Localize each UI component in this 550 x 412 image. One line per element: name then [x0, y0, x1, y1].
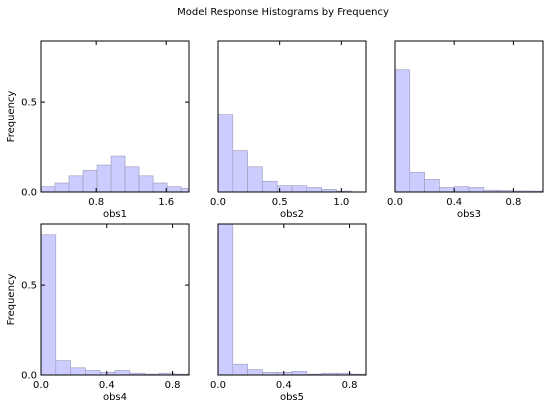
- x-tick-label: 0.8: [165, 380, 181, 391]
- y-axis-label: Frequency: [6, 274, 17, 326]
- histogram-bar: [138, 175, 154, 193]
- y-tick-label: 0.0: [21, 188, 37, 199]
- histogram-bar: [152, 182, 168, 193]
- x-tick-label: 0.0: [33, 380, 49, 391]
- histogram-bar: [68, 175, 84, 193]
- histogram-bar: [262, 180, 278, 193]
- plot-frame: [217, 40, 367, 193]
- histogram-panel-3: 0.0 0.4 0.8 obs3: [387, 40, 544, 220]
- histogram-bar: [232, 363, 248, 376]
- histogram-bar: [40, 234, 57, 376]
- x-axis-label: obs5: [280, 392, 304, 403]
- x-tick-label: 0.4: [276, 380, 292, 391]
- x-axis-label: obs2: [280, 209, 304, 220]
- histogram-bar: [424, 179, 440, 193]
- histogram-panel-5: 0.0 0.4 0.8 obs5: [210, 223, 367, 403]
- histogram-bar: [394, 69, 411, 193]
- x-tick-label: 0.0: [387, 197, 403, 208]
- y-tick-label: 0.5: [21, 281, 37, 292]
- x-tick-label: 1.0: [333, 197, 349, 208]
- x-tick-label: 0.8: [505, 197, 521, 208]
- histogram-bar: [180, 188, 190, 193]
- x-axis-label: obs1: [103, 209, 127, 220]
- x-tick-label: 0.4: [99, 380, 115, 391]
- histogram-bar: [114, 370, 131, 376]
- histogram-panel-4: 0.0 0.4 0.8 0.0 0.5 obs4 Frequency: [6, 223, 190, 403]
- x-tick-label: 1.6: [158, 197, 174, 208]
- histogram-bar: [124, 166, 140, 193]
- x-tick-label: 0.4: [446, 197, 462, 208]
- y-tick-label: 0.5: [21, 98, 37, 109]
- histogram-bar: [166, 186, 182, 193]
- histogram-bar: [54, 182, 70, 193]
- histogram-bar: [232, 150, 248, 193]
- x-tick-label: 0.8: [88, 197, 104, 208]
- histogram-bar: [468, 187, 485, 193]
- x-tick-label: 0.0: [210, 197, 226, 208]
- x-axis-label: obs4: [103, 392, 127, 403]
- y-tick-label: 0.0: [21, 371, 37, 382]
- histogram-bar: [291, 371, 308, 376]
- x-tick-label: 0.5: [272, 197, 288, 208]
- histogram-bar: [82, 170, 98, 193]
- x-tick-label: 0.8: [342, 380, 358, 391]
- histogram-bar: [110, 155, 126, 193]
- histogram-bar: [453, 186, 470, 193]
- histogram-panel-1: 0.8 1.6 0.0 0.5 obs1 Frequency: [6, 40, 190, 220]
- histogram-bar: [409, 171, 425, 193]
- histogram-bar: [96, 164, 112, 193]
- histogram-bar: [70, 367, 86, 376]
- plot-frame: [40, 223, 190, 376]
- histogram-bar: [55, 360, 71, 376]
- figure-title: Model Response Histograms by Frequency: [177, 7, 389, 18]
- histogram-bar: [291, 185, 308, 193]
- plot-frame: [217, 223, 367, 376]
- histogram-bar: [40, 186, 56, 193]
- histogram-bar: [247, 166, 263, 193]
- histogram-bar: [439, 187, 455, 193]
- plot-frame: [40, 40, 190, 193]
- histogram-bar: [247, 369, 263, 376]
- histogram-bar: [85, 370, 101, 376]
- histogram-bar: [306, 187, 322, 193]
- x-axis-label: obs3: [457, 209, 481, 220]
- histogram-panel-2: 0.0 0.5 1.0 obs2: [210, 40, 367, 220]
- x-tick-label: 0.0: [210, 380, 226, 391]
- histogram-bar: [217, 114, 234, 193]
- plot-frame: [394, 40, 544, 193]
- y-axis-label: Frequency: [6, 91, 17, 143]
- histogram-bar: [217, 223, 234, 376]
